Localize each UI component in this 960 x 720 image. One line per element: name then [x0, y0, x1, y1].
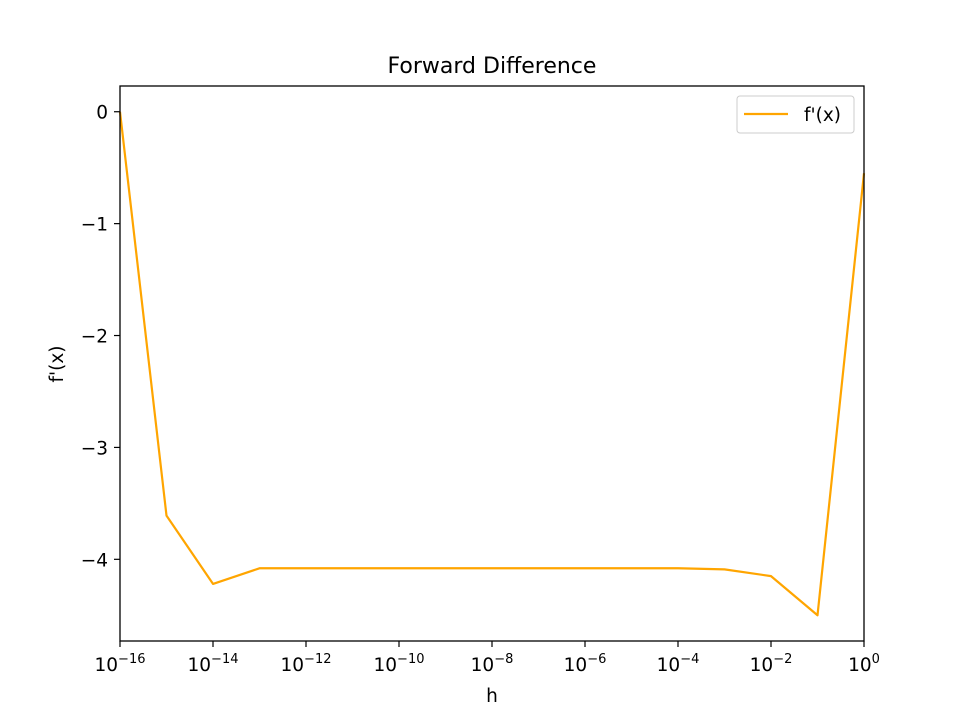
x-axis-label: h — [486, 686, 498, 707]
x-tick-label: 100 — [848, 652, 880, 676]
y-axis-label: f'(x) — [47, 346, 68, 383]
x-tick-label: 10−12 — [281, 652, 332, 676]
x-tick-base: 10 — [657, 655, 681, 676]
x-tick-base: 10 — [374, 655, 398, 676]
series-layer — [118, 111, 866, 617]
x-tick-base: 10 — [188, 655, 212, 676]
x-tick-exponent: −8 — [494, 652, 513, 667]
y-axis: 0 −1 −2 −3 −4 — [81, 103, 120, 571]
x-tick-base: 10 — [95, 655, 119, 676]
x-tick-exponent: −10 — [397, 652, 424, 667]
y-tick-label: −1 — [81, 215, 108, 236]
x-tick-label: 10−8 — [471, 652, 514, 676]
x-tick-exponent: 0 — [872, 652, 880, 667]
x-tick-base: 10 — [281, 655, 305, 676]
series-line — [118, 111, 866, 617]
x-tick-label: 10−4 — [657, 652, 700, 676]
x-tick-exponent: −6 — [587, 652, 606, 667]
y-tick-label: 0 — [96, 103, 108, 124]
x-tick-base: 10 — [471, 655, 495, 676]
x-tick-label: 10−10 — [374, 652, 425, 676]
axes-frame — [119, 85, 865, 642]
x-tick-label: 10−2 — [750, 652, 793, 676]
x-tick-exponent: −12 — [304, 652, 331, 667]
x-tick-label: 10−14 — [188, 652, 239, 676]
x-tick-exponent: −14 — [211, 652, 238, 667]
x-tick-exponent: −4 — [680, 652, 699, 667]
legend-entry-label: f'(x) — [804, 105, 841, 126]
x-tick-base: 10 — [848, 655, 872, 676]
x-tick-base: 10 — [564, 655, 588, 676]
legend: f'(x) — [736, 95, 855, 134]
x-tick-label: 10−6 — [564, 652, 607, 676]
x-tick-exponent: −16 — [118, 652, 145, 667]
x-tick-label: 10−16 — [95, 652, 146, 676]
chart-title: Forward Difference — [388, 54, 597, 79]
y-tick-label: −2 — [81, 327, 108, 348]
y-tick-label: −4 — [81, 550, 108, 571]
x-tick-base: 10 — [750, 655, 774, 676]
x-tick-exponent: −2 — [773, 652, 792, 667]
legend-box — [736, 95, 855, 134]
x-axis: 10−16 10−14 10−12 10−10 10−8 10−6 10−4 10−2 100 — [95, 641, 880, 676]
y-tick-label: −3 — [81, 438, 108, 459]
